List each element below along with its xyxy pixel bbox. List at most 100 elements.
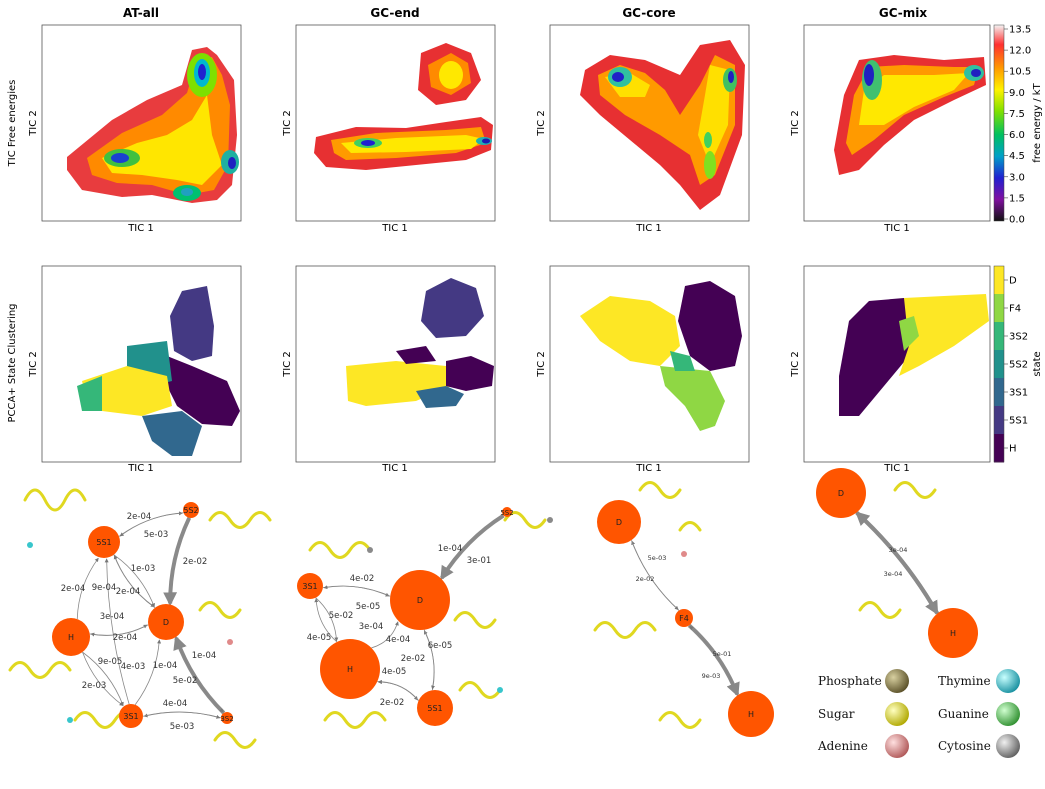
state-node [597, 500, 641, 544]
transition-rate-label: 2e-04 [127, 512, 152, 522]
state-node-label: 5S2 [183, 506, 198, 515]
transition-edge [630, 540, 679, 611]
legend-sphere-sugar [885, 702, 909, 726]
state-node [88, 526, 120, 558]
state-node-label: D [616, 518, 622, 527]
transition-rate-label: 4e-03 [121, 662, 146, 672]
colorbar-tick-label: H [1009, 444, 1017, 455]
state-node [928, 608, 978, 658]
transition-edge [687, 623, 740, 697]
state-colorbar-label: state [1032, 351, 1043, 376]
transition-edge [76, 557, 99, 620]
transition-rate-label: 5e-02 [329, 611, 354, 621]
transition-edge [440, 513, 505, 581]
transition-rate-label: 2e-04 [113, 633, 138, 643]
x-axis-label: TIC 1 [635, 463, 662, 474]
y-axis-label: TIC 2 [536, 110, 547, 137]
y-axis-label: TIC 2 [790, 351, 801, 378]
transition-rate-label: 5e-03 [144, 530, 169, 540]
colorbar-tick-label: 0.0 [1009, 215, 1025, 226]
x-axis-label: TIC 1 [883, 223, 910, 234]
state-node [390, 570, 450, 630]
transition-edge [377, 679, 419, 701]
state-node-label: H [347, 665, 353, 674]
column-title-2: GC-end [370, 6, 419, 20]
transition-edge [323, 585, 391, 597]
legend-label: Sugar [818, 707, 855, 721]
transition-edge [163, 516, 192, 607]
state-node [320, 639, 380, 699]
transition-edge [113, 554, 155, 608]
state-node-label: 3S1 [123, 712, 138, 721]
colorbar-tick-label: 7.5 [1009, 109, 1025, 120]
network-4: D H 3e-04 3e-04 [816, 468, 978, 658]
transition-edge [142, 711, 221, 719]
legend-label: Phosphate [818, 674, 882, 688]
transition-rate-label: 4e-05 [307, 633, 332, 643]
state-color-block [994, 322, 1004, 351]
transition-rate-label: 3e-04 [359, 622, 384, 632]
x-axis-label: TIC 1 [381, 463, 408, 474]
pcca-panel-at-all: TIC 1 TIC 2 [28, 265, 242, 474]
x-axis-label: TIC 1 [381, 223, 408, 234]
transition-rate-label: 9e-04 [92, 583, 117, 593]
transition-edge [90, 624, 149, 637]
colorbar-tick-label: F4 [1009, 304, 1021, 315]
transition-rate-label: 6e-05 [428, 641, 453, 651]
transition-rate-label: 4e-02 [350, 574, 375, 584]
y-axis-label: TIC 2 [282, 110, 293, 137]
x-axis-label: TIC 1 [127, 463, 154, 474]
transition-rate-label: 9e-03 [702, 672, 721, 680]
transition-rate-label: 4e-05 [382, 667, 407, 677]
state-node [816, 468, 866, 518]
pcca-panel-gc-core: TIC 1 TIC 2 [536, 265, 750, 474]
state-node-label: H [68, 633, 74, 642]
network-3: D F4 H 5e-03 2e-02 5e-01 9e-03 [597, 500, 774, 737]
legend-label: Adenine [817, 739, 868, 753]
transition-edge [322, 585, 390, 597]
y-axis-label: TIC 2 [28, 110, 39, 137]
transition-edge [423, 629, 436, 690]
free-energy-panel-gc-core: TIC 1 TIC 2 [536, 24, 750, 234]
state-color-block [994, 378, 1004, 407]
transition-rate-label: 5e-03 [648, 554, 667, 562]
transition-rate-label: 4e-04 [386, 635, 411, 645]
transition-edge [689, 625, 739, 696]
transition-edge [423, 630, 435, 691]
state-node-label: 3S1 [302, 582, 317, 591]
state-node-label: H [748, 710, 754, 719]
transition-edge [175, 637, 224, 713]
transition-edge [119, 512, 184, 537]
transition-rate-label: 1e-04 [153, 661, 178, 671]
state-node [297, 573, 323, 599]
transition-edge [315, 597, 339, 642]
legend-sphere-thymine [996, 669, 1020, 693]
state-node-label: F4 [679, 614, 689, 623]
energy-colorbar: 13.5 12.0 10.5 9.0 7.5 6.0 4.5 3.0 1.5 0.0 free e… [993, 25, 1043, 226]
transition-rate-label: 5e-01 [713, 650, 732, 658]
state-color-block [994, 434, 1004, 463]
x-axis-label: TIC 1 [635, 223, 662, 234]
colorbar-tick-label: D [1009, 276, 1017, 287]
state-node [675, 609, 693, 627]
state-node [119, 704, 143, 728]
state-node-label: 5S1 [96, 538, 111, 547]
legend-label: Guanine [938, 707, 989, 721]
transition-edge [134, 639, 162, 705]
colorbar-tick-label: 3.0 [1009, 172, 1025, 183]
transition-edge [314, 598, 338, 643]
transition-edge [371, 621, 399, 649]
transition-rate-label: 5e-02 [173, 676, 198, 686]
legend-label: Cytosine [938, 739, 991, 753]
free-energy-panel-gc-mix: TIC 1 TIC 2 [790, 24, 991, 234]
x-axis-label: TIC 1 [127, 223, 154, 234]
transition-edge [82, 651, 124, 706]
transition-edge [855, 511, 940, 615]
transition-rate-label: 1e-03 [131, 564, 156, 574]
state-color-block [994, 266, 1004, 295]
state-node-label: D [417, 596, 423, 605]
